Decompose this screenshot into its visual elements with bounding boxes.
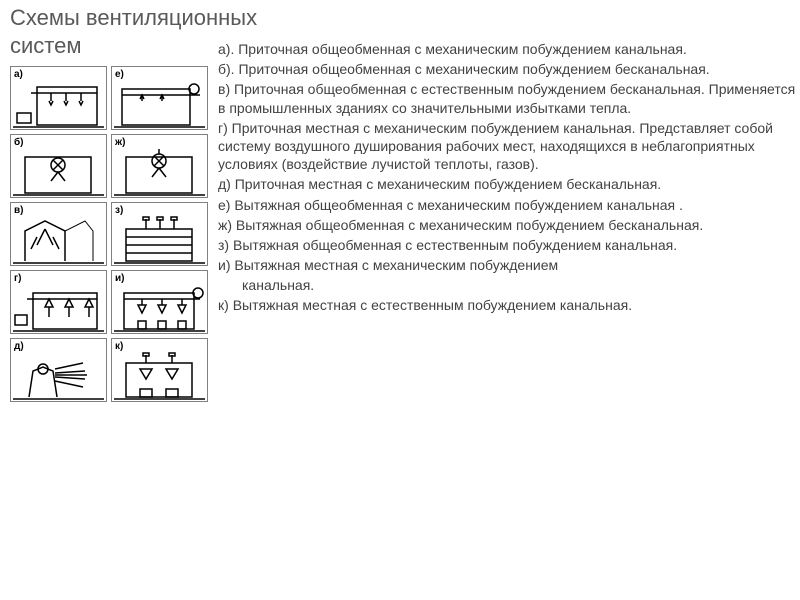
item-text: Приточная общеобменная с механическим по… <box>238 41 687 57</box>
diagram-d: д) <box>10 338 107 402</box>
diagram-k: к) <box>111 338 208 402</box>
diagram-g: г) <box>10 270 107 334</box>
item-text: Вытяжная общеобменная с естественным поб… <box>233 237 677 253</box>
item-label: г) <box>218 120 228 136</box>
item-zh: ж) Вытяжная общеобменная с механическим … <box>218 216 800 234</box>
diagram-i: и) <box>111 270 208 334</box>
item-label: ж) <box>218 217 232 233</box>
diagram-zh: ж) <box>111 134 208 198</box>
item-label: к) <box>218 297 229 313</box>
item-k: к) Вытяжная местная с естественным побуж… <box>218 296 800 314</box>
item-label: в) <box>218 81 230 97</box>
item-b: б). Приточная общеобменная с механически… <box>218 60 800 78</box>
item-text: Вытяжная общеобменная с механическим поб… <box>236 217 703 233</box>
item-label: д) <box>218 176 231 192</box>
diagram-b: б) <box>10 134 107 198</box>
item-text: Приточная общеобменная с механическим по… <box>238 61 709 77</box>
item-z: з) Вытяжная общеобменная с естественным … <box>218 236 800 254</box>
item-label: а). <box>218 41 234 57</box>
item-text: Вытяжная местная с естественным побужден… <box>233 297 632 313</box>
item-i-cont: канальная. <box>218 276 800 294</box>
item-text: Приточная местная с механическим побужде… <box>235 176 661 192</box>
item-a: а). Приточная общеобменная с механически… <box>218 40 800 58</box>
item-text: Приточная местная с механическим побужде… <box>218 120 773 172</box>
item-text: канальная. <box>242 277 314 293</box>
item-text: Вытяжная общеобменная с механическим поб… <box>234 197 683 213</box>
diagram-z: з) <box>111 202 208 266</box>
definitions-list: а). Приточная общеобменная с механически… <box>218 40 800 317</box>
diagram-v: в) <box>10 202 107 266</box>
diagram-a: а) <box>10 66 107 130</box>
item-label: б). <box>218 61 235 77</box>
item-e: е) Вытяжная общеобменная с механическим … <box>218 196 800 214</box>
item-label: з) <box>218 237 229 253</box>
item-label: е) <box>218 197 230 213</box>
diagram-grid: а) е) <box>10 66 208 406</box>
item-text: Вытяжная местная с механическим побужден… <box>234 257 558 273</box>
item-label: и) <box>218 257 230 273</box>
item-i: и) Вытяжная местная с механическим побуж… <box>218 256 800 274</box>
item-d: д) Приточная местная с механическим побу… <box>218 175 800 193</box>
diagram-e: е) <box>111 66 208 130</box>
item-text: Приточная общеобменная с естественным по… <box>218 81 795 115</box>
item-g: г) Приточная местная с механическим побу… <box>218 119 800 174</box>
item-v: в) Приточная общеобменная с естественным… <box>218 80 800 116</box>
